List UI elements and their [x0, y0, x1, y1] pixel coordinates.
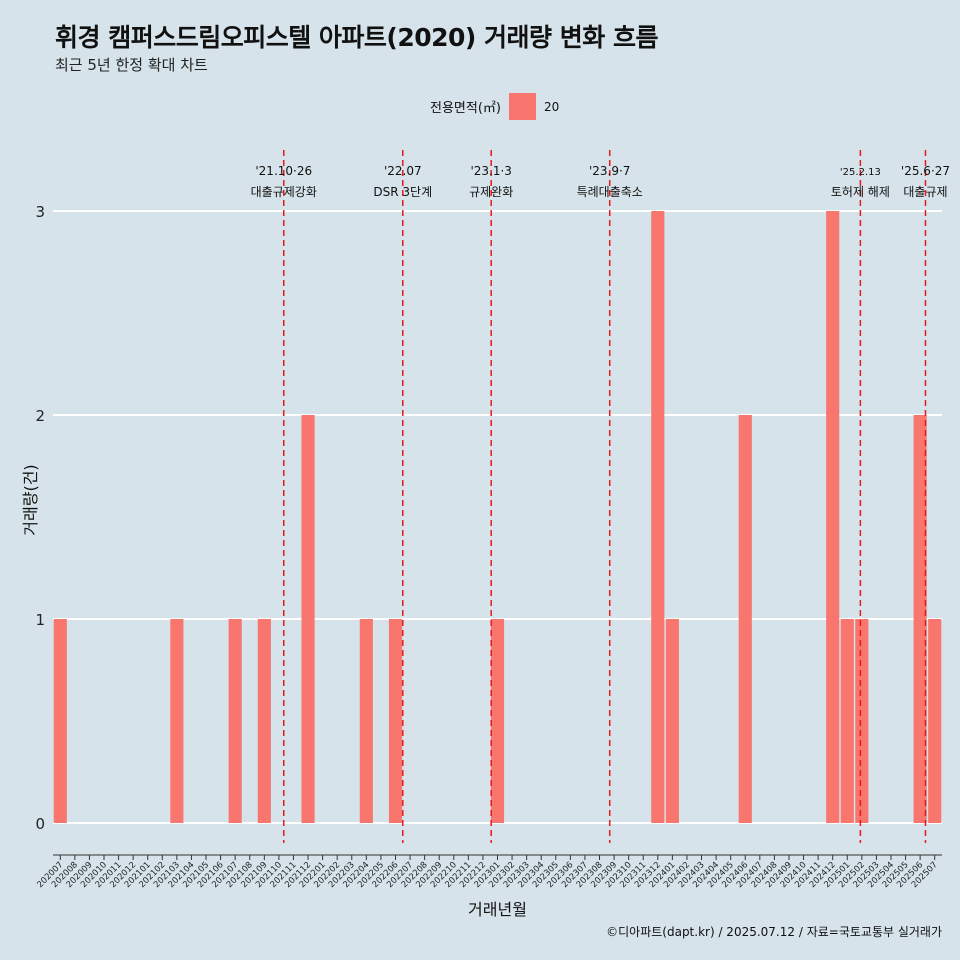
bar: [840, 619, 854, 823]
bar: [651, 211, 665, 823]
chart-caption: ©디아파트(dapt.kr) / 2025.07.12 / 자료=국토교통부 실…: [606, 925, 942, 939]
event-date-label: '25.2.13: [840, 167, 881, 178]
bar: [928, 619, 942, 823]
y-tick-label: 0: [35, 815, 45, 833]
legend-title: 전용면적(㎡): [430, 101, 501, 116]
legend: 전용면적(㎡) 20: [430, 93, 559, 120]
y-tick-label: 3: [35, 203, 45, 221]
bar: [257, 619, 271, 823]
chart-subtitle: 최근 5년 한정 확대 차트: [55, 56, 208, 74]
bar: [228, 619, 242, 823]
bar: [913, 415, 927, 823]
bar: [490, 619, 505, 823]
event-date-label: '23.9·7: [589, 164, 630, 178]
bar: [738, 415, 752, 823]
bar: [665, 619, 679, 823]
bar: [53, 619, 67, 823]
y-tick-label: 2: [35, 407, 45, 425]
bar: [826, 211, 840, 823]
event-date-label: '23.1·3: [470, 164, 511, 178]
bar: [301, 415, 315, 823]
x-axis-title: 거래년월: [468, 900, 527, 919]
event-policy-label: 규제완화: [469, 185, 513, 199]
event-date-label: '21.10·26: [255, 164, 312, 178]
event-policy-label: 토허제 해제: [831, 185, 890, 199]
event-policy-label: 대출규제: [903, 185, 947, 199]
y-tick-label: 1: [35, 611, 45, 629]
bar: [170, 619, 184, 823]
event-date-label: '25.6·27: [901, 164, 950, 178]
event-policy-label: 대출규제강화: [251, 185, 317, 199]
legend-key-label: 20: [543, 99, 560, 114]
bar: [388, 619, 403, 823]
bar: [359, 619, 373, 823]
event-policy-label: DSR 3단계: [373, 185, 432, 199]
y-axis-title: 거래량(건): [21, 464, 40, 535]
event-date-label: '22.07: [384, 164, 422, 178]
bar: [855, 619, 869, 823]
legend-key-swatch: [508, 93, 536, 120]
chart-title: 휘경 캠퍼스드림오피스텔 아파트(2020) 거래량 변화 흐름: [55, 23, 658, 52]
event-policy-label: 특례대출축소: [577, 185, 643, 199]
